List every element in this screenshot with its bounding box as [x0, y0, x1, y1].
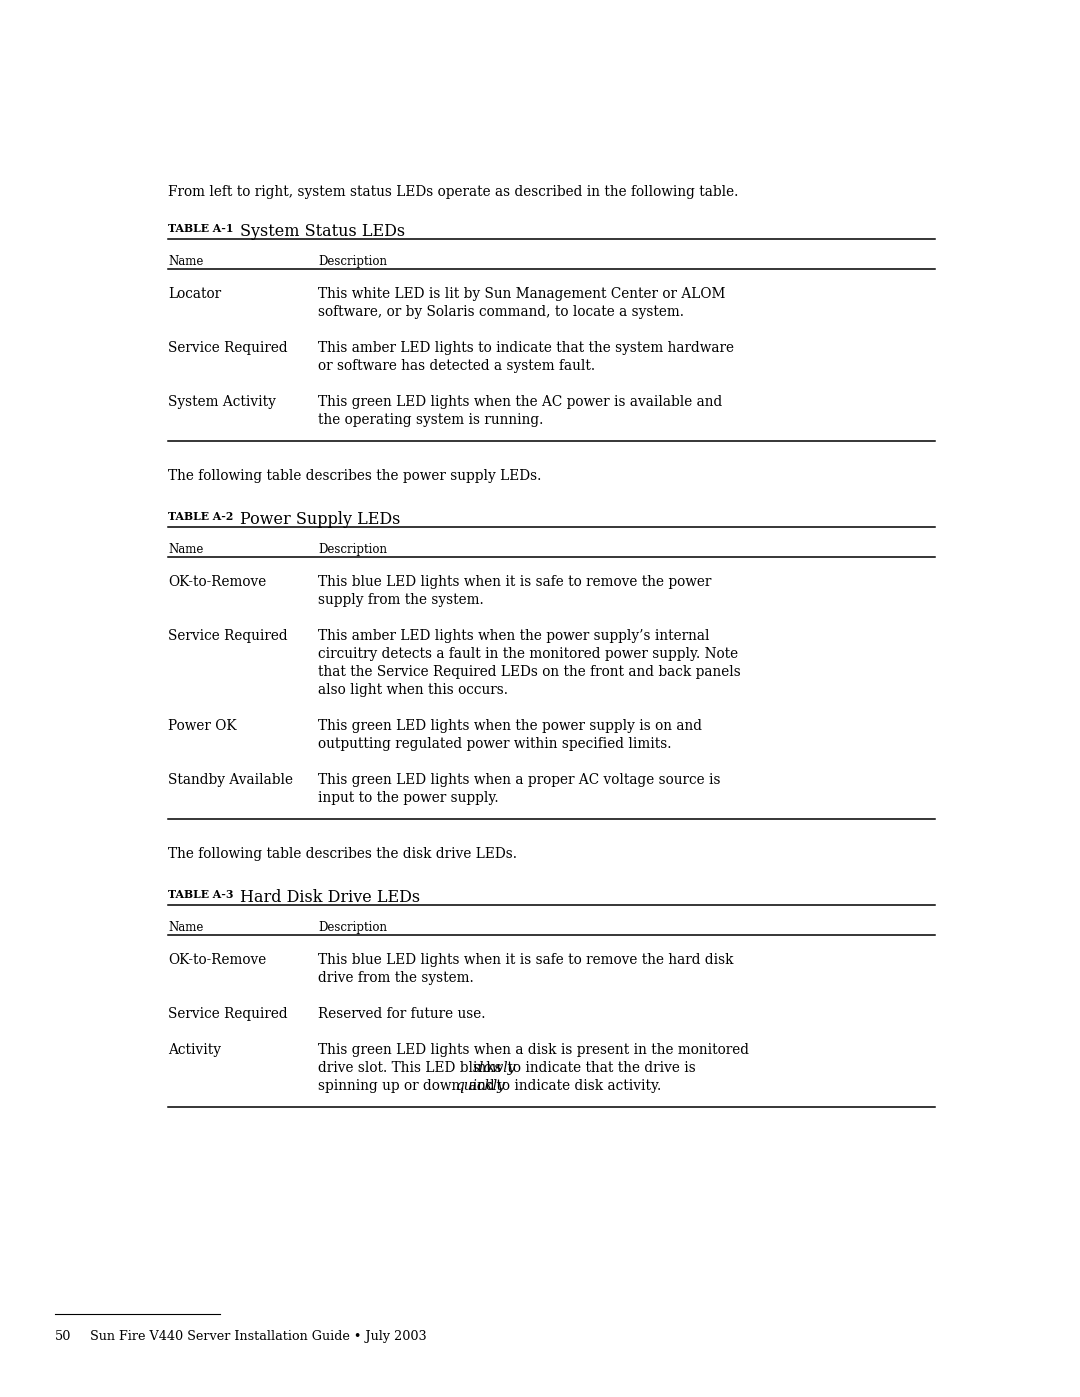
- Text: Description: Description: [318, 543, 387, 556]
- Text: circuitry detects a fault in the monitored power supply. Note: circuitry detects a fault in the monitor…: [318, 647, 738, 661]
- Text: From left to right, system status LEDs operate as described in the following tab: From left to right, system status LEDs o…: [168, 184, 739, 198]
- Text: Locator: Locator: [168, 286, 221, 300]
- Text: or software has detected a system fault.: or software has detected a system fault.: [318, 359, 595, 373]
- Text: that the Service Required LEDs on the front and back panels: that the Service Required LEDs on the fr…: [318, 665, 741, 679]
- Text: This amber LED lights when the power supply’s internal: This amber LED lights when the power sup…: [318, 629, 710, 643]
- Text: spinning up or down, and: spinning up or down, and: [318, 1078, 499, 1092]
- Text: TABLE A-3: TABLE A-3: [168, 888, 233, 900]
- Text: Reserved for future use.: Reserved for future use.: [318, 1007, 486, 1021]
- Text: Name: Name: [168, 921, 203, 935]
- Text: Service Required: Service Required: [168, 1007, 287, 1021]
- Text: Name: Name: [168, 543, 203, 556]
- Text: Service Required: Service Required: [168, 341, 287, 355]
- Text: Hard Disk Drive LEDs: Hard Disk Drive LEDs: [240, 888, 420, 907]
- Text: software, or by Solaris command, to locate a system.: software, or by Solaris command, to loca…: [318, 305, 684, 319]
- Text: 50: 50: [55, 1330, 71, 1343]
- Text: to indicate that the drive is: to indicate that the drive is: [503, 1060, 696, 1076]
- Text: Power OK: Power OK: [168, 719, 237, 733]
- Text: also light when this occurs.: also light when this occurs.: [318, 683, 508, 697]
- Text: slowly: slowly: [473, 1060, 516, 1076]
- Text: Service Required: Service Required: [168, 629, 287, 643]
- Text: The following table describes the disk drive LEDs.: The following table describes the disk d…: [168, 847, 517, 861]
- Text: Name: Name: [168, 256, 203, 268]
- Text: Activity: Activity: [168, 1044, 221, 1058]
- Text: TABLE A-2: TABLE A-2: [168, 511, 233, 522]
- Text: drive slot. This LED blinks: drive slot. This LED blinks: [318, 1060, 507, 1076]
- Text: TABLE A-1: TABLE A-1: [168, 224, 233, 235]
- Text: This green LED lights when the AC power is available and: This green LED lights when the AC power …: [318, 395, 723, 409]
- Text: Standby Available: Standby Available: [168, 773, 293, 787]
- Text: the operating system is running.: the operating system is running.: [318, 414, 543, 427]
- Text: outputting regulated power within specified limits.: outputting regulated power within specif…: [318, 738, 672, 752]
- Text: Power Supply LEDs: Power Supply LEDs: [240, 511, 401, 528]
- Text: System Activity: System Activity: [168, 395, 275, 409]
- Text: OK-to-Remove: OK-to-Remove: [168, 576, 267, 590]
- Text: Description: Description: [318, 256, 387, 268]
- Text: This blue LED lights when it is safe to remove the hard disk: This blue LED lights when it is safe to …: [318, 953, 733, 967]
- Text: This green LED lights when a proper AC voltage source is: This green LED lights when a proper AC v…: [318, 773, 720, 787]
- Text: input to the power supply.: input to the power supply.: [318, 791, 499, 805]
- Text: This green LED lights when the power supply is on and: This green LED lights when the power sup…: [318, 719, 702, 733]
- Text: OK-to-Remove: OK-to-Remove: [168, 953, 267, 967]
- Text: drive from the system.: drive from the system.: [318, 971, 474, 985]
- Text: Description: Description: [318, 921, 387, 935]
- Text: Sun Fire V440 Server Installation Guide • July 2003: Sun Fire V440 Server Installation Guide …: [90, 1330, 427, 1343]
- Text: System Status LEDs: System Status LEDs: [240, 224, 405, 240]
- Text: This blue LED lights when it is safe to remove the power: This blue LED lights when it is safe to …: [318, 576, 712, 590]
- Text: The following table describes the power supply LEDs.: The following table describes the power …: [168, 469, 541, 483]
- Text: This white LED is lit by Sun Management Center or ALOM: This white LED is lit by Sun Management …: [318, 286, 726, 300]
- Text: This green LED lights when a disk is present in the monitored: This green LED lights when a disk is pre…: [318, 1044, 750, 1058]
- Text: quickly: quickly: [456, 1078, 505, 1092]
- Text: to indicate disk activity.: to indicate disk activity.: [491, 1078, 661, 1092]
- Text: This amber LED lights to indicate that the system hardware: This amber LED lights to indicate that t…: [318, 341, 734, 355]
- Text: supply from the system.: supply from the system.: [318, 592, 484, 608]
